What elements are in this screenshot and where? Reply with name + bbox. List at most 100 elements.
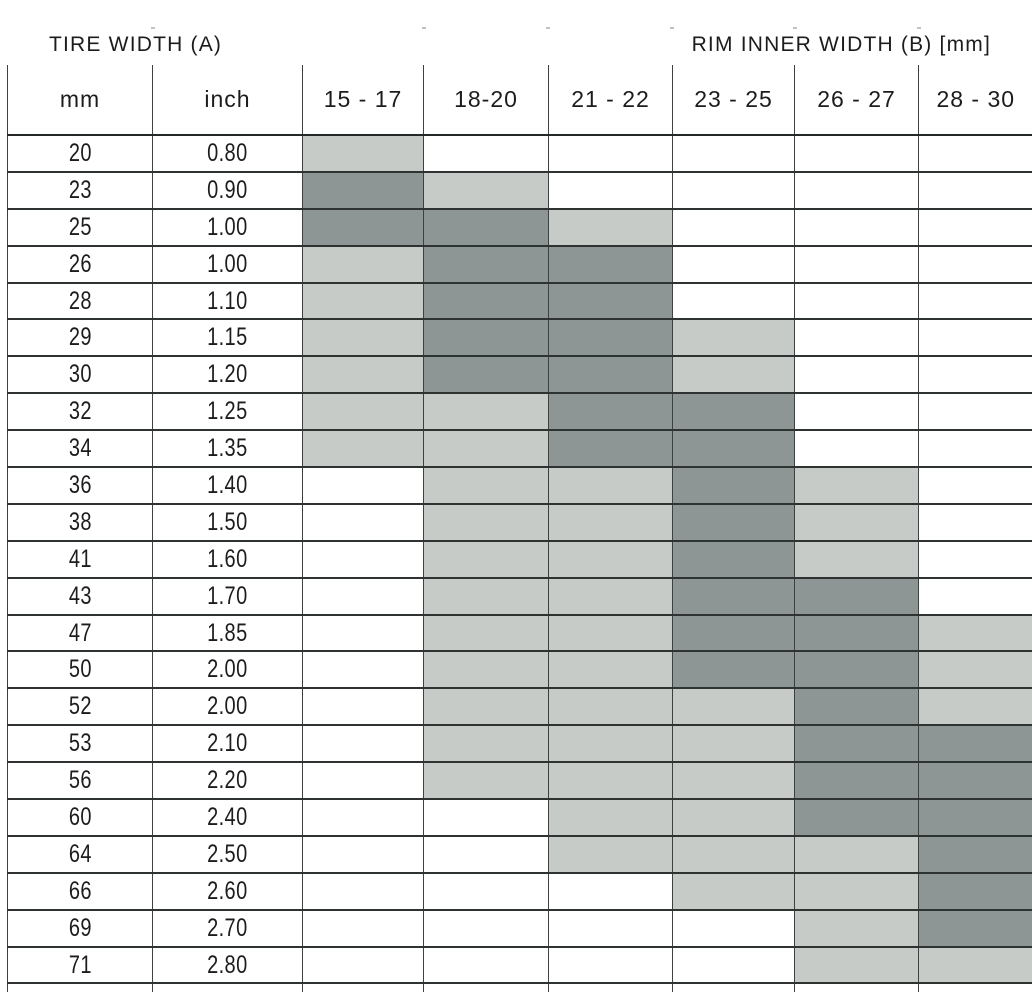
fit-cell-light <box>548 762 673 801</box>
fit-cell-dark <box>548 393 673 432</box>
fit-cell-dark <box>918 835 1032 874</box>
tire-width-mm-cell: 30 <box>7 356 153 395</box>
table-row: 60 2.40 <box>7 799 1032 837</box>
fit-cell-empty <box>548 135 673 173</box>
tire-width-mm-cell: 64 <box>7 835 153 874</box>
fit-cell-light <box>548 208 673 247</box>
fit-cell-light <box>302 356 424 395</box>
fit-cell-empty <box>794 171 919 210</box>
tire-width-mm-cell: 29 <box>7 319 153 358</box>
fit-cell-empty <box>918 393 1032 432</box>
fit-cell-empty <box>794 319 919 358</box>
fit-cell-dark <box>423 208 549 247</box>
tire-width-inch-cell: 0.90 <box>152 171 303 210</box>
tire-width-mm-cell: 47 <box>7 614 153 653</box>
table-row: 34 1.35 <box>7 430 1032 469</box>
fit-cell-dark <box>672 393 795 432</box>
tire-width-mm-value: 30 <box>68 360 92 389</box>
tire-width-inch-value: 2.50 <box>207 839 248 868</box>
fit-cell-empty <box>423 946 549 985</box>
fit-cell-light <box>672 835 795 874</box>
fit-cell-empty <box>672 208 795 247</box>
table-row: 32 1.25 <box>7 393 1032 432</box>
fit-cell-dark <box>672 540 795 579</box>
fit-cell-light <box>918 614 1032 653</box>
tire-width-inch-cell: 1.60 <box>152 540 303 579</box>
tire-width-mm-cell: 20 <box>7 135 153 173</box>
column-header-15-17: 15 - 17 <box>302 65 424 136</box>
table-row: 28 1.10 <box>7 282 1032 321</box>
table-row: 56 2.20 <box>7 762 1032 801</box>
crop-tick <box>917 27 921 29</box>
crop-tick <box>546 27 550 29</box>
fit-cell-light <box>548 503 673 542</box>
tire-width-inch-value: 2.10 <box>207 729 248 758</box>
fit-cell-light <box>794 946 919 985</box>
fit-cell-empty <box>918 503 1032 542</box>
fit-cell-light <box>423 393 549 432</box>
column-header-23-25: 23 - 25 <box>672 65 795 136</box>
fit-cell-empty <box>794 393 919 432</box>
fit-cell-empty <box>794 135 919 173</box>
tire-width-inch-cell: 2.00 <box>152 651 303 690</box>
table-row: 66 2.60 <box>7 872 1032 911</box>
fit-cell-empty <box>918 171 1032 210</box>
tire-width-mm-value: 41 <box>68 544 92 573</box>
table-row: 36 1.40 <box>7 467 1032 505</box>
tire-width-inch-value: 2.00 <box>207 692 248 721</box>
tire-width-mm-cell: 43 <box>7 577 153 616</box>
fit-cell-empty <box>794 430 919 469</box>
crop-tick <box>793 27 797 29</box>
compatibility-table: mm inch 15 - 17 18-20 21 - 22 23 - 25 26 - 27 2… <box>7 65 1032 992</box>
tire-width-mm-value: 52 <box>68 692 92 721</box>
fit-cell-light <box>302 282 424 321</box>
tire-width-inch-value: 1.10 <box>207 286 248 315</box>
fit-cell-light <box>794 503 919 542</box>
fit-cell-light <box>423 725 549 764</box>
tire-width-mm-cell: 56 <box>7 762 153 801</box>
table-header-row: mm inch 15 - 17 18-20 21 - 22 23 - 25 26 - 27 2… <box>7 65 1032 136</box>
tire-width-mm-cell: 28 <box>7 282 153 321</box>
fit-cell-empty <box>302 688 424 727</box>
fit-cell-empty <box>302 909 424 948</box>
table-row: 38 1.50 <box>7 503 1032 542</box>
fit-cell-dark <box>918 872 1032 911</box>
tire-width-mm-value: 32 <box>68 397 92 426</box>
fit-cell-empty <box>302 725 424 764</box>
fit-cell-empty <box>152 983 303 992</box>
tire-width-mm-value: 20 <box>68 138 92 167</box>
fit-cell-empty <box>672 983 795 992</box>
table-row: 71 2.80 <box>7 946 1032 985</box>
tire-width-inch-cell: 2.00 <box>152 688 303 727</box>
tire-width-mm-cell: 41 <box>7 540 153 579</box>
tire-width-mm-cell: 66 <box>7 872 153 911</box>
partial-table-row <box>7 983 1032 992</box>
fit-cell-light <box>423 651 549 690</box>
fit-cell-light <box>423 467 549 505</box>
tire-width-inch-value: 1.60 <box>207 544 248 573</box>
table-row: 43 1.70 <box>7 577 1032 616</box>
fit-cell-light <box>548 467 673 505</box>
tire-width-mm-value: 53 <box>68 729 92 758</box>
fit-cell-empty <box>918 356 1032 395</box>
tire-width-mm-value: 60 <box>68 802 92 831</box>
tire-width-mm-cell: 50 <box>7 651 153 690</box>
table-row: 20 0.80 <box>7 135 1032 173</box>
fit-cell-dark <box>794 651 919 690</box>
fit-cell-light <box>423 688 549 727</box>
tire-width-inch-value: 1.00 <box>207 212 248 241</box>
tire-width-mm-cell: 25 <box>7 208 153 247</box>
fit-cell-empty <box>672 909 795 948</box>
fit-cell-empty <box>302 614 424 653</box>
table-row: 52 2.00 <box>7 688 1032 727</box>
fit-cell-light <box>302 319 424 358</box>
fit-cell-empty <box>548 171 673 210</box>
fit-cell-empty <box>548 872 673 911</box>
fit-cell-empty <box>423 909 549 948</box>
fit-cell-empty <box>302 983 424 992</box>
tire-width-mm-cell: 34 <box>7 430 153 469</box>
fit-cell-light <box>302 135 424 173</box>
fit-cell-empty <box>302 835 424 874</box>
tire-width-mm-value: 28 <box>68 286 92 315</box>
fit-cell-dark <box>548 282 673 321</box>
